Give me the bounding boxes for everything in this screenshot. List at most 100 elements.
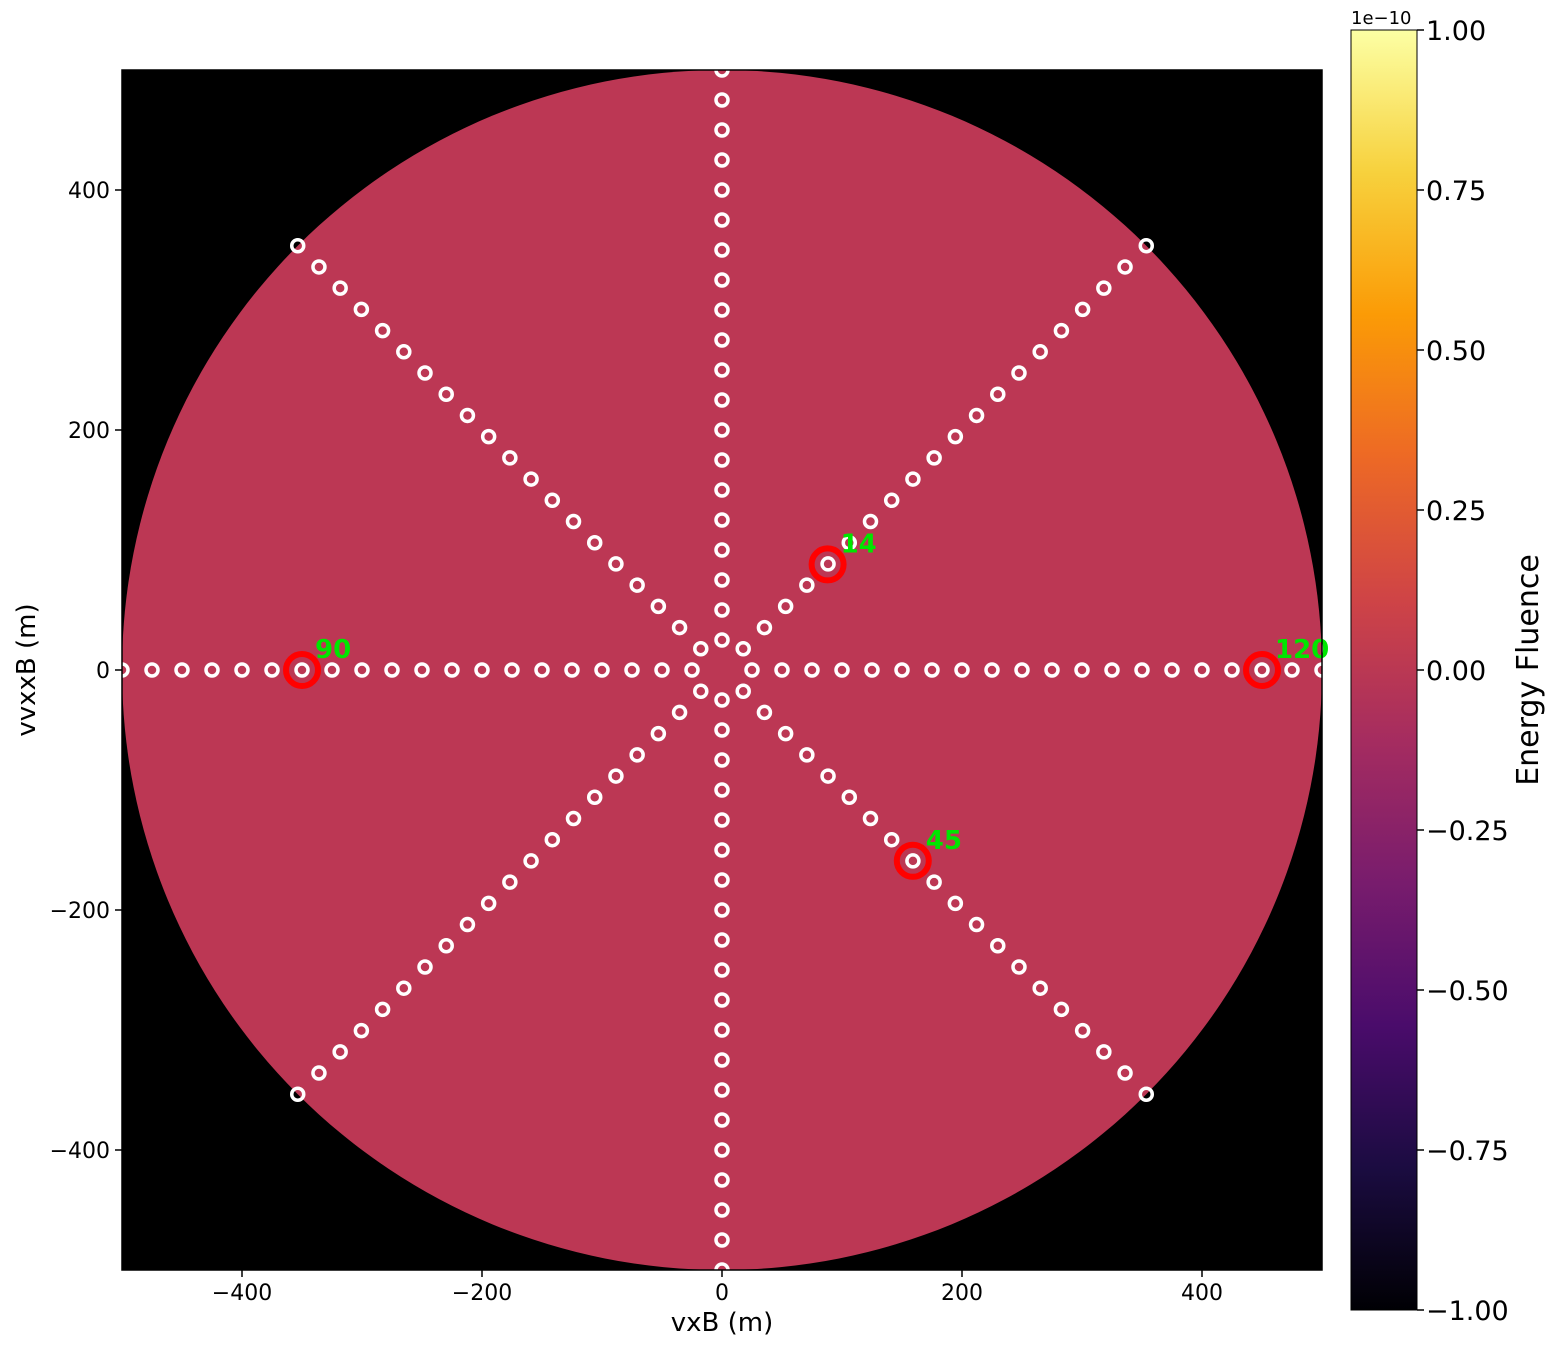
colorbar-gradient — [1350, 29, 1418, 1311]
antenna-marker — [990, 938, 1006, 954]
antenna-marker — [502, 874, 518, 890]
antenna-marker — [714, 362, 730, 378]
antenna-marker — [714, 1112, 730, 1128]
antenna-marker — [744, 662, 760, 678]
antenna-marker — [841, 789, 858, 806]
antenna-marker — [1074, 662, 1090, 678]
antenna-marker — [565, 810, 582, 827]
antenna-marker — [1096, 1044, 1112, 1060]
antenna-marker — [374, 322, 391, 339]
antenna-marker — [714, 212, 730, 228]
colorbar-offset-text: 1e−10 — [1351, 8, 1412, 29]
antenna-marker — [353, 301, 370, 318]
y-tick-label: −200 — [50, 899, 110, 924]
antenna-marker — [502, 450, 518, 466]
antenna-marker — [714, 902, 730, 918]
antenna-marker — [294, 662, 310, 678]
antenna-marker — [968, 407, 985, 424]
y-axis-title: vvxxB (m) — [12, 603, 42, 736]
antenna-marker — [396, 344, 412, 360]
antenna-marker — [354, 662, 370, 678]
antenna-marker — [862, 810, 879, 827]
antenna-marker — [374, 1001, 391, 1018]
antenna-marker — [799, 577, 815, 593]
colorbar-tick-label: 0.75 — [1426, 176, 1486, 207]
colorbar-title: Energy Fluence — [1511, 554, 1546, 786]
antenna-marker — [1254, 662, 1270, 678]
antenna-marker — [564, 662, 580, 678]
colorbar-tick-label: 0.50 — [1426, 336, 1486, 367]
antenna-marker — [1164, 662, 1180, 678]
antenna-marker — [714, 152, 730, 168]
antenna-marker — [608, 768, 624, 784]
antenna-marker — [834, 662, 850, 678]
antenna-marker — [353, 1022, 370, 1039]
antenna-marker — [234, 662, 250, 678]
antenna-marker — [1014, 662, 1030, 678]
antenna-marker — [384, 662, 400, 678]
antenna-marker — [756, 704, 773, 721]
antenna-marker — [883, 831, 900, 848]
antenna-marker — [1044, 662, 1060, 678]
antenna-marker — [820, 768, 836, 784]
antenna-marker — [714, 182, 730, 198]
antenna-marker — [396, 980, 412, 996]
antenna-marker — [714, 1172, 730, 1188]
antenna-marker — [1096, 280, 1112, 296]
antenna-marker — [735, 683, 751, 699]
antenna-marker — [714, 1082, 730, 1098]
antenna-marker — [777, 725, 794, 742]
antenna-marker — [438, 938, 454, 954]
antenna-marker — [1074, 1022, 1091, 1039]
antenna-marker — [714, 542, 730, 558]
colorbar-tick-label: −0.25 — [1426, 816, 1509, 847]
x-axis: −400 −200 0 200 400 — [212, 1270, 1223, 1306]
antenna-marker — [534, 662, 550, 678]
antenna-marker — [799, 747, 815, 763]
antenna-marker — [324, 662, 340, 678]
antenna-marker — [714, 872, 730, 888]
antenna-marker — [714, 782, 730, 798]
antenna-marker — [714, 452, 730, 468]
antenna-marker — [804, 662, 820, 678]
colorbar-tick-label: −0.75 — [1426, 1136, 1509, 1167]
antenna-marker — [883, 492, 900, 509]
antenna-marker — [714, 482, 730, 498]
antenna-marker — [417, 959, 433, 975]
antenna-marker — [968, 916, 985, 933]
antenna-marker — [1138, 1086, 1155, 1103]
antenna-marker — [714, 1142, 730, 1158]
antenna-marker — [671, 619, 688, 636]
antenna-marker — [714, 1022, 730, 1038]
x-tick-label: −200 — [452, 1281, 512, 1306]
x-tick-label: −400 — [212, 1281, 272, 1306]
colorbar: 1.00 0.75 0.50 0.25 0.00 −0.25 −0.50 −0.75 −1.00… — [1350, 8, 1546, 1327]
antenna-marker — [650, 598, 667, 615]
antenna-marker — [594, 662, 610, 678]
colorbar-tick-label: 0.00 — [1426, 656, 1486, 687]
antenna-marker — [1224, 662, 1240, 678]
antenna-marker — [438, 386, 454, 402]
x-tick-label: 0 — [715, 1281, 729, 1306]
antenna-marker — [693, 641, 709, 657]
antenna-marker — [332, 280, 348, 296]
antenna-marker — [480, 428, 497, 445]
highlight-ring-120 — [1243, 651, 1281, 689]
antenna-marker — [714, 572, 730, 588]
antenna-marker — [289, 1086, 306, 1103]
antenna-marker — [608, 556, 624, 572]
antenna-marker — [984, 662, 1000, 678]
antenna-marker — [926, 874, 942, 890]
antenna-marker — [417, 365, 433, 381]
colorbar-ticks: 1.00 0.75 0.50 0.25 0.00 −0.25 −0.50 −0.75 −1.00 — [1417, 16, 1509, 1327]
highlight-label-120: 120 — [1275, 635, 1329, 665]
colorbar-tick-label: −0.50 — [1426, 976, 1509, 1007]
antenna-marker — [926, 450, 942, 466]
antenna-marker — [264, 662, 280, 678]
antenna-marker — [714, 632, 730, 648]
antenna-marker — [894, 662, 910, 678]
antenna-marker — [924, 662, 940, 678]
antenna-marker — [1053, 322, 1070, 339]
antenna-marker — [714, 962, 730, 978]
